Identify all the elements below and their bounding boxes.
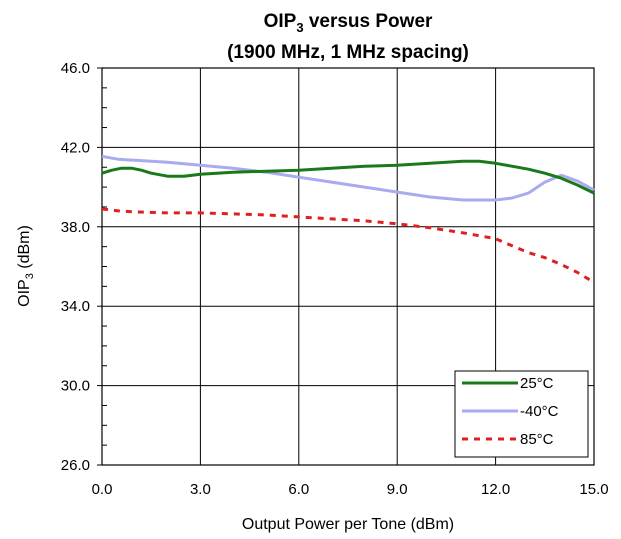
y-tick-label: 34.0 <box>61 298 90 315</box>
y-tick-label: 42.0 <box>61 139 90 156</box>
series-line-minus40c <box>101 154 595 202</box>
legend-label: 25°C <box>520 375 554 392</box>
minor-ticks <box>97 67 107 466</box>
y-tick-label: 26.0 <box>61 457 90 474</box>
x-tick-labels: 0.0 3.0 6.0 9.0 12.0 15.0 <box>92 481 609 498</box>
legend-item-85c: 85°C <box>462 431 554 448</box>
x-tick-label: 9.0 <box>387 481 408 498</box>
y-axis-label: OIP3 (dBm) <box>16 225 36 307</box>
y-axis-label-subscript: 3 <box>24 273 36 279</box>
x-tick-label: 6.0 <box>288 481 309 498</box>
y-tick-labels: 26.0 30.0 34.0 38.0 42.0 46.0 <box>61 60 90 474</box>
x-axis-label: Output Power per Tone (dBm) <box>242 516 454 533</box>
grid-lines <box>102 68 594 465</box>
y-tick-label: 38.0 <box>61 219 90 236</box>
x-tick-label: 0.0 <box>92 481 113 498</box>
legend-label: -40°C <box>520 403 559 420</box>
series-layer <box>101 154 595 284</box>
x-tick-label: 12.0 <box>481 481 510 498</box>
chart-title-subscript: 3 <box>296 20 303 35</box>
chart-subtitle: (1900 MHz, 1 MHz spacing) <box>227 42 469 63</box>
y-tick-label: 30.0 <box>61 378 90 395</box>
chart-title: OIP3 versus Power <box>264 11 433 35</box>
legend-box <box>454 370 589 458</box>
legend-item-minus40c: -40°C <box>462 403 559 420</box>
x-tick-label: 15.0 <box>579 481 608 498</box>
y-tick-label: 46.0 <box>61 60 90 77</box>
legend: 25°C -40°C 85°C <box>454 370 589 458</box>
legend-item-25c: 25°C <box>462 375 554 392</box>
x-tick-label: 3.0 <box>190 481 211 498</box>
series-line-25c <box>101 159 595 195</box>
legend-label: 85°C <box>520 431 554 448</box>
series-line-85c <box>101 207 595 284</box>
